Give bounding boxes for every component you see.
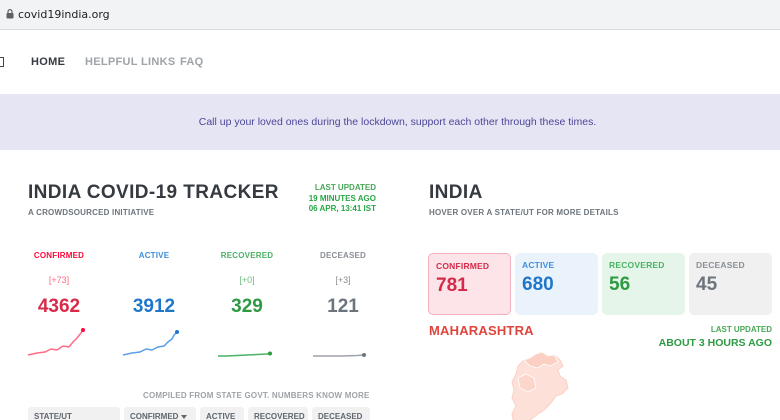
banner-message: Call up your loved ones during the lockd… xyxy=(198,116,597,128)
last-updated-time: 06 APR, 13:41 IST xyxy=(308,204,376,213)
stat-recovered-label: RECOVERED xyxy=(220,251,274,260)
stat-deceased-delta: [+3] xyxy=(335,275,351,285)
stat-deceased-label: DECEASED xyxy=(319,251,367,260)
map-card-deceased: DECEASED 45 xyxy=(689,253,772,315)
nav-helpful-links-link[interactable]: HELPFUL LINKS xyxy=(85,56,176,68)
map-card-confirmed-value: 781 xyxy=(436,275,468,296)
active-sparkline xyxy=(122,330,179,356)
map-card-confirmed: CONFIRMED 781 xyxy=(428,253,511,315)
table-header-active[interactable]: ACTIVE xyxy=(200,407,244,420)
map-subtitle: HOVER OVER A STATE/UT FOR MORE DETAILS xyxy=(429,208,619,217)
stat-active: ACTIVE 3912 xyxy=(119,251,189,318)
stat-confirmed: CONFIRMED [+73] 4362 xyxy=(24,251,94,318)
lock-icon xyxy=(6,9,14,19)
last-updated-label: LAST UPDATED xyxy=(314,183,376,192)
stat-active-value: 3912 xyxy=(132,296,176,317)
table-header-recovered[interactable]: RECOVERED xyxy=(248,407,308,420)
sort-desc-icon xyxy=(181,414,188,419)
compiled-note-link[interactable]: COMPILED FROM STATE GOVT. NUMBERS KNOW M… xyxy=(143,391,370,400)
selected-state-name: MAHARASHTRA xyxy=(429,323,534,338)
stat-recovered-delta: [+0] xyxy=(239,275,255,285)
map-card-active-label: ACTIVE xyxy=(522,260,555,270)
map-card-active-value: 680 xyxy=(522,274,554,295)
map-card-active: ACTIVE 680 xyxy=(515,253,598,315)
map-card-deceased-label: DECEASED xyxy=(696,260,745,270)
table-header-deceased[interactable]: DECEASED xyxy=(312,407,370,420)
map-card-confirmed-label: CONFIRMED xyxy=(436,261,490,271)
stat-active-label: ACTIVE xyxy=(138,251,170,260)
state-last-updated-label: LAST UPDATED xyxy=(710,325,772,334)
url-text[interactable]: covid19india.org xyxy=(18,8,110,21)
banner: Call up your loved ones during the lockd… xyxy=(0,94,780,150)
state-last-updated: LAST UPDATED ABOUT 3 HOURS AGO xyxy=(640,325,772,349)
deceased-sparkline xyxy=(313,353,366,357)
stat-deceased: DECEASED [+3] 121 xyxy=(308,251,378,318)
menu-edge-icon[interactable] xyxy=(0,57,4,67)
browser-url-bar[interactable]: covid19india.org xyxy=(0,0,780,30)
stat-confirmed-value: 4362 xyxy=(37,296,81,317)
stat-confirmed-delta: [+73] xyxy=(48,275,70,285)
map-card-recovered-label: RECOVERED xyxy=(609,260,665,270)
table-header-state[interactable]: STATE/UT xyxy=(28,407,120,420)
map-card-recovered-value: 56 xyxy=(609,274,631,295)
map-card-deceased-value: 45 xyxy=(696,274,718,295)
page-subtitle: A CROWDSOURCED INITIATIVE xyxy=(28,208,155,217)
map-title: INDIA xyxy=(429,182,483,203)
recovered-sparkline xyxy=(218,351,272,357)
table-header-confirmed-label: CONFIRMED xyxy=(130,412,179,420)
india-map[interactable] xyxy=(500,344,580,420)
page-title: INDIA COVID-19 TRACKER xyxy=(28,182,279,203)
stat-active-delta xyxy=(119,275,189,287)
last-updated: LAST UPDATED 19 MINUTES AGO 06 APR, 13:4… xyxy=(296,183,376,215)
nav-faq-link[interactable]: FAQ xyxy=(180,56,204,68)
stat-recovered: RECOVERED [+0] 329 xyxy=(212,251,282,318)
table-header-confirmed[interactable]: CONFIRMED xyxy=(124,407,196,420)
stat-deceased-value: 121 xyxy=(327,296,359,317)
stat-recovered-value: 329 xyxy=(231,296,263,317)
navbar: HOME HELPFUL LINKS FAQ xyxy=(0,30,780,94)
state-last-updated-value: ABOUT 3 HOURS AGO xyxy=(658,337,772,349)
nav-home-link[interactable]: HOME xyxy=(31,56,66,68)
map-card-recovered: RECOVERED 56 xyxy=(602,253,685,315)
stat-confirmed-label: CONFIRMED xyxy=(33,251,85,260)
last-updated-ago: 19 MINUTES AGO xyxy=(308,193,376,203)
confirmed-sparkline xyxy=(27,328,85,356)
